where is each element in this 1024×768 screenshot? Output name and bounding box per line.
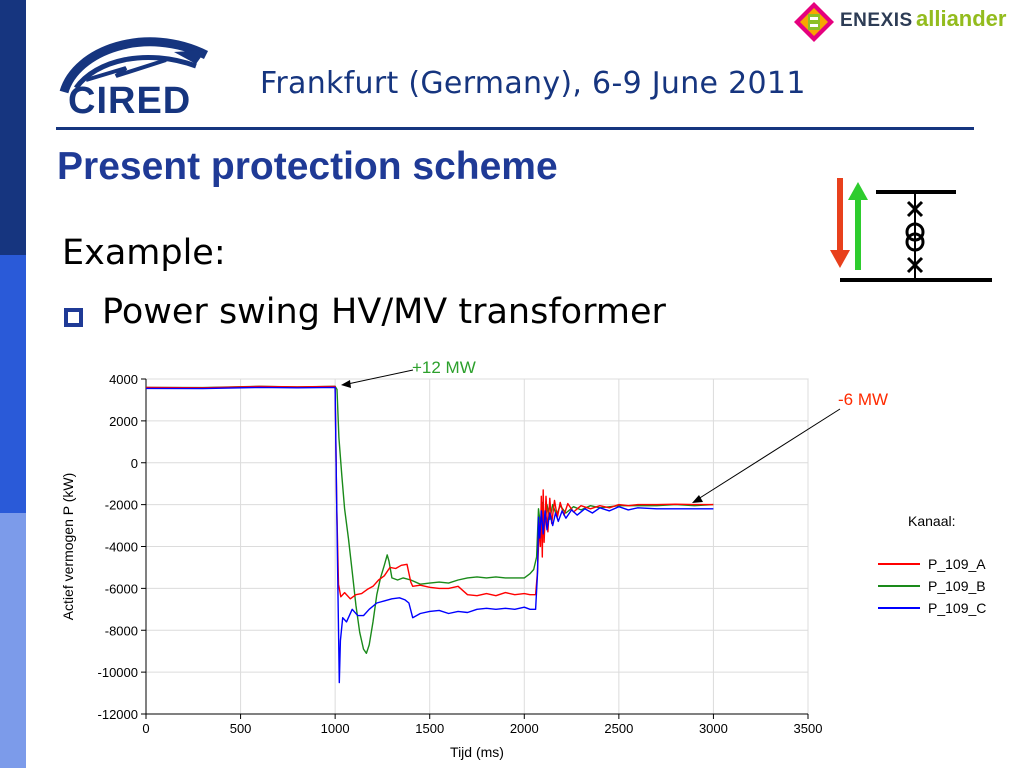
y-tick-label: -10000: [98, 665, 138, 680]
enexis-logo-text: ENEXIS: [840, 10, 913, 31]
y-tick-label: 4000: [109, 372, 138, 387]
series-line-p_109_c: [145, 386, 714, 684]
annotation-arrowhead-minus6: [692, 495, 703, 503]
legend-label-p_109_c: P_109_C: [928, 600, 986, 616]
side-accent-bar-middle: [0, 255, 26, 513]
legend-title: Kanaal:: [908, 513, 955, 529]
bullet-square-icon: [64, 308, 83, 327]
x-tick-label: 2000: [510, 721, 539, 736]
x-tick-label: 3500: [794, 721, 823, 736]
transformer-schematic-diagram: [830, 178, 992, 282]
x-tick-label: 2500: [604, 721, 633, 736]
cired-logo-icon: [59, 37, 209, 94]
cired-logo-text: CIRED: [68, 80, 192, 122]
y-tick-label: -8000: [105, 623, 138, 638]
power-swing-chart: 0 500 1000 1500 2000 2500 3000 3500 4000 2000 0 -20…: [60, 358, 986, 760]
y-tick-label: 2000: [109, 414, 138, 429]
bullet-text: Power swing HV/MV transformer: [102, 292, 666, 332]
y-tick-label: -6000: [105, 581, 138, 596]
legend-label-p_109_b: P_109_B: [928, 578, 986, 594]
x-tick-label: 500: [230, 721, 252, 736]
slide-title: Present protection scheme: [57, 145, 558, 188]
alliander-logo-text: alliander: [916, 6, 1007, 31]
x-tick-label: 1000: [321, 721, 350, 736]
annotation-arrowhead-plus12: [341, 380, 351, 388]
conference-title: Frankfurt (Germany), 6-9 June 2011: [260, 66, 806, 101]
enexis-logo-icon: [794, 2, 834, 42]
y-tick-label: -12000: [98, 707, 138, 722]
x-tick-label: 3000: [699, 721, 728, 736]
annotation-arrow-plus12: [342, 369, 414, 386]
x-tick-label: 1500: [415, 721, 444, 736]
y-tick-label: 0: [131, 456, 138, 471]
y-tick-label: -4000: [105, 540, 138, 555]
header-divider: [56, 127, 974, 130]
example-label: Example:: [62, 233, 226, 273]
x-axis-label: Tijd (ms): [450, 744, 504, 760]
side-accent-bar-top: [0, 0, 26, 255]
y-tick-label: -2000: [105, 498, 138, 513]
series-line-p_109_b: [145, 385, 714, 654]
x-tick-label: 0: [142, 721, 149, 736]
series-line-p_109_a: [145, 385, 714, 600]
annotation-plus12: +12 MW: [412, 358, 476, 377]
annotation-minus6: -6 MW: [838, 390, 888, 409]
annotation-arrow-minus6: [694, 408, 841, 502]
side-accent-bar-bottom: [0, 513, 26, 768]
y-axis-label: Actief vermogen P (kW): [60, 473, 76, 621]
legend-label-p_109_a: P_109_A: [928, 556, 986, 572]
